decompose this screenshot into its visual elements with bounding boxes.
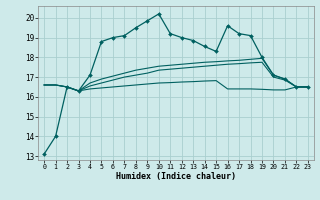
X-axis label: Humidex (Indice chaleur): Humidex (Indice chaleur)	[116, 172, 236, 181]
